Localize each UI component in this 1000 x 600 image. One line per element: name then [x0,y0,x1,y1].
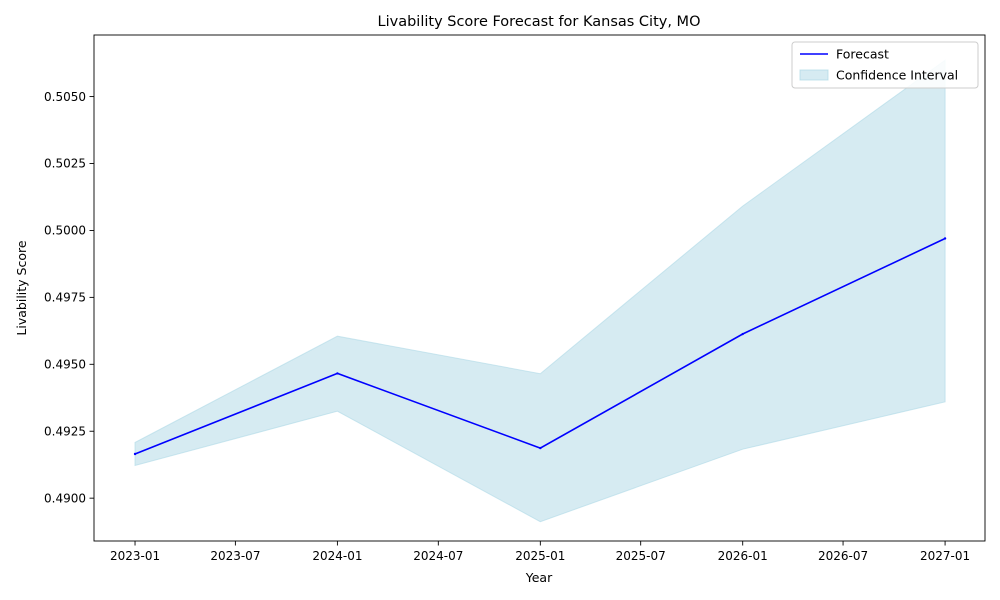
x-tick-label-6: 2026-01 [718,549,768,563]
legend-confidence-swatch [799,69,829,81]
x-axis: 2023-01 2023-07 2024-01 2024-07 2025-01 2025-… [110,541,970,563]
forecast-point-2 [539,446,542,450]
x-tick-label-3: 2024-07 [413,549,463,563]
y-tick-label-3: 0.4975 [44,291,86,305]
x-tick-label-4: 2025-01 [515,549,565,563]
forecast-point-3 [741,332,744,336]
confidence-band [134,59,946,523]
y-tick-label-5: 0.5025 [44,157,86,171]
y-tick-label-1: 0.4925 [44,424,86,438]
forecast-point-4 [943,237,947,240]
forecast-point-0 [133,452,137,456]
y-tick-label-6: 0.5050 [44,90,86,104]
y-tick-label-2: 0.4950 [44,358,86,372]
y-tick-label-0: 0.4900 [44,491,86,505]
x-tick-label-1: 2023-07 [210,549,260,563]
plot-frame [93,34,986,542]
x-tick-label-2: 2024-01 [312,549,362,563]
legend-confidence-label: Confidence Interval [836,68,958,83]
y-axis: 0.4900 0.4925 0.4950 0.4975 0.5000 0.5025 0.50… [44,90,94,505]
y-tick-label-4: 0.5000 [44,224,86,238]
legend: Forecast Confidence Interval [791,41,979,89]
x-tick-label-7: 2026-07 [818,549,868,563]
plot-area [134,59,946,523]
y-axis-label: Livability Score [14,240,29,335]
x-tick-label-0: 2023-01 [110,549,160,563]
forecast-points [133,237,947,456]
chart-title: Livability Score Forecast for Kansas Cit… [378,14,701,30]
x-tick-label-5: 2025-07 [616,549,666,563]
forecast-point-1 [336,372,339,375]
legend-forecast-label: Forecast [836,47,889,62]
x-tick-label-8: 2027-01 [920,549,970,563]
x-axis-label: Year [525,570,553,585]
legend-box [791,41,979,89]
